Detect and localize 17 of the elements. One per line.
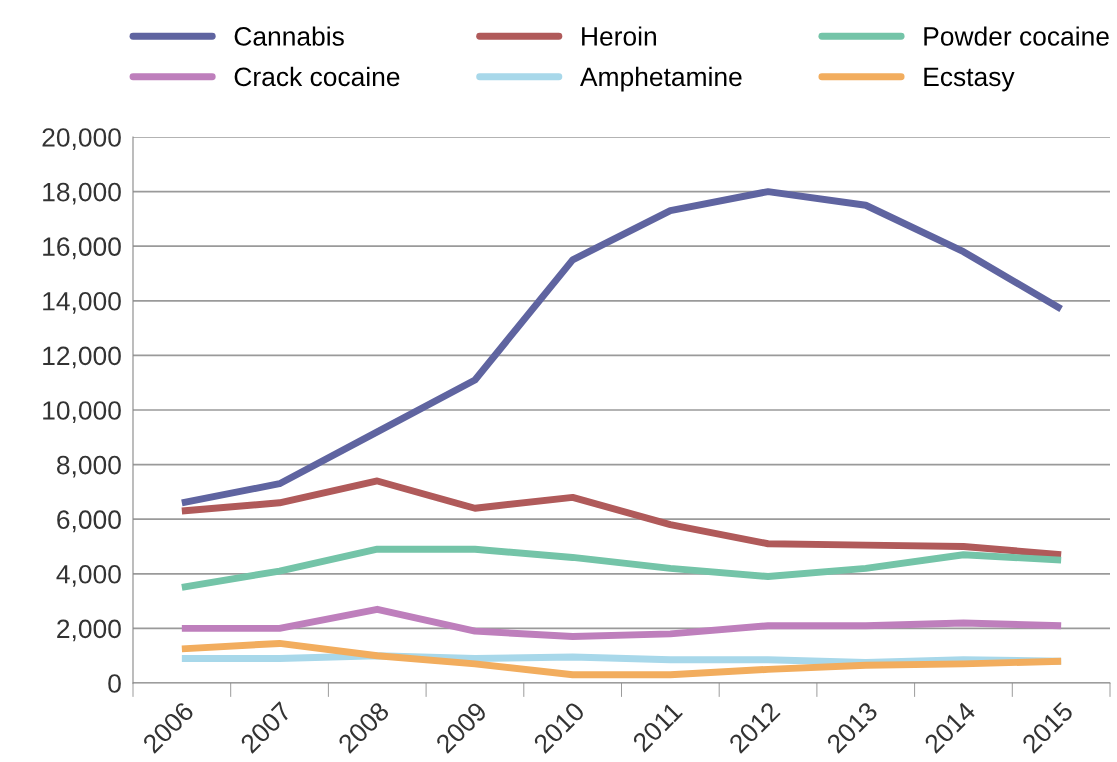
y-tick-label: 6,000 [57,510,121,533]
y-tick-label: 20,000 [42,128,121,150]
legend-label: Powder cocaine [924,26,1109,46]
y-tick-label: 2,000 [57,619,121,642]
y-tick-label: 0 [108,674,121,693]
y-tick-label: 16,000 [43,237,121,260]
y-tick-label: 12,000 [43,346,121,369]
legend-label: Heroin [582,26,656,46]
y-tick-label: 10,000 [43,401,121,423]
y-tick-label: 14,000 [43,291,121,314]
legend-label: Ecstasy [924,67,1015,92]
legend-label: Cannabis [234,26,344,46]
y-tick-label: 4,000 [56,564,121,587]
legend-label: Amphetamine [580,66,742,92]
legend-label: Crack cocaine [234,66,400,87]
y-tick-label: 8,000 [57,455,121,478]
y-tick-label: 18,000 [43,182,121,205]
